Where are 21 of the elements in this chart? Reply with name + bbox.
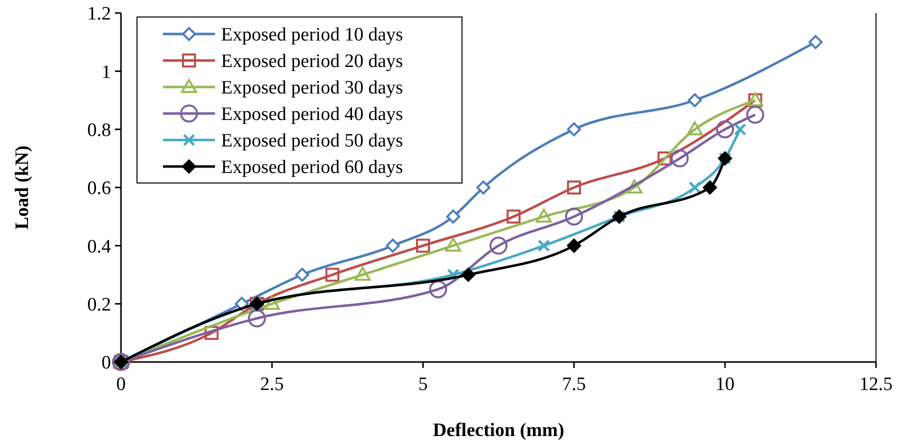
legend-label: Exposed period 10 days: [221, 24, 404, 46]
legend-label: Exposed period 60 days: [221, 157, 404, 178]
y-tick-label: 0: [102, 352, 111, 374]
x-axis-title: Deflection (mm): [432, 420, 564, 441]
legend-label: Exposed period 20 days: [221, 51, 404, 72]
x-tick-label: 2.5: [260, 374, 284, 395]
y-tick-label: 1: [102, 62, 111, 83]
legend-label: Exposed period 30 days: [221, 78, 404, 99]
y-tick-label: 0.4: [87, 236, 112, 258]
x-tick-label: 5: [418, 374, 428, 395]
y-tick-label: 0.6: [87, 178, 111, 200]
x-tick-label: 10: [716, 374, 734, 395]
x-tick-label: 0: [116, 374, 126, 395]
x-tick-label: 12.5: [859, 374, 893, 395]
y-tick-label: 1.2: [87, 4, 111, 25]
legend-label: Exposed period 50 days: [221, 130, 404, 152]
legend-label: Exposed period 40 days: [221, 104, 404, 126]
y-tick-label: 0.2: [87, 294, 111, 316]
y-axis-title: Load (kN): [12, 146, 33, 230]
x-tick-label: 7.5: [562, 374, 586, 395]
y-tick-label: 0.8: [87, 120, 111, 141]
